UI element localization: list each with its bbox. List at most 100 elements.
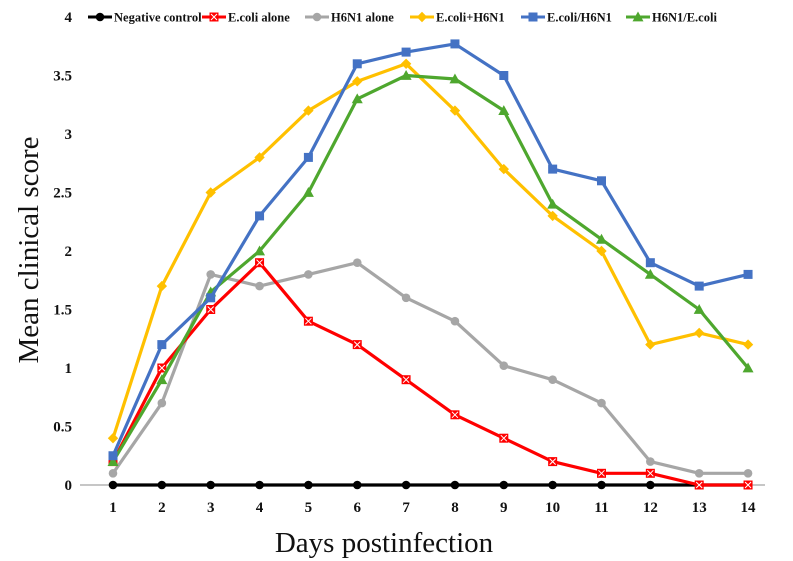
data-point bbox=[304, 270, 313, 279]
y-tick-label: 1.5 bbox=[53, 303, 72, 319]
marker-cross bbox=[305, 317, 312, 325]
data-point bbox=[400, 58, 412, 69]
data-point bbox=[206, 293, 216, 303]
y-tick-label: 3 bbox=[65, 127, 73, 143]
data-point bbox=[548, 480, 557, 490]
data-point bbox=[157, 340, 167, 350]
data-point bbox=[108, 469, 118, 478]
marker-cross bbox=[451, 411, 459, 419]
data-point bbox=[206, 270, 215, 279]
data-point bbox=[499, 480, 509, 490]
x-tick-label: 12 bbox=[643, 500, 658, 516]
data-point bbox=[352, 76, 363, 87]
marker-cross bbox=[500, 434, 508, 442]
legend-swatch-marker bbox=[312, 12, 322, 22]
data-point bbox=[401, 47, 411, 57]
data-point bbox=[304, 480, 313, 490]
data-point bbox=[108, 480, 118, 490]
data-point bbox=[254, 152, 265, 163]
legend: Negative control E.coli alone H6N1 alone E.… bbox=[88, 11, 717, 25]
series-h6n1-alone bbox=[108, 258, 753, 478]
data-point bbox=[206, 480, 215, 490]
legend-swatch-marker bbox=[528, 12, 538, 22]
data-point bbox=[694, 327, 705, 339]
legend-swatch-marker bbox=[416, 11, 428, 23]
x-tick-label: 9 bbox=[500, 500, 508, 516]
x-axis-title: Days postinfection bbox=[275, 527, 494, 559]
data-point bbox=[351, 93, 363, 104]
data-point bbox=[401, 480, 411, 490]
marker-cross bbox=[549, 458, 557, 465]
data-point bbox=[107, 433, 119, 444]
x-tick-label: 14 bbox=[741, 500, 757, 516]
data-point bbox=[156, 280, 168, 292]
data-point bbox=[596, 245, 607, 257]
legend-item: E.coli+H6N1 bbox=[410, 11, 505, 25]
marker-cross bbox=[402, 376, 410, 384]
y-tick-label: 3.5 bbox=[53, 69, 72, 85]
y-axis-title: Mean clinical score bbox=[13, 136, 45, 363]
legend-item: E.coli alone bbox=[202, 11, 290, 25]
marker-cross bbox=[210, 13, 218, 21]
data-point bbox=[352, 480, 362, 490]
marker-cross bbox=[695, 481, 703, 489]
data-point bbox=[205, 187, 216, 198]
legend-label: E.coli alone bbox=[228, 11, 290, 25]
data-point bbox=[108, 451, 118, 461]
legend-label: Negative control bbox=[114, 11, 202, 25]
legend-swatch-marker bbox=[632, 11, 644, 22]
marker-cross bbox=[598, 469, 605, 477]
series-e-coli-h6n1 bbox=[108, 39, 753, 461]
x-tick-label: 3 bbox=[207, 500, 215, 516]
data-point bbox=[401, 293, 411, 303]
legend-label: E.coli+H6N1 bbox=[436, 11, 505, 25]
data-point bbox=[400, 70, 412, 80]
data-point bbox=[498, 105, 510, 115]
x-tick-label: 2 bbox=[158, 500, 166, 516]
marker-cross bbox=[744, 481, 752, 489]
data-point bbox=[255, 211, 265, 221]
data-point bbox=[743, 469, 753, 478]
data-point bbox=[742, 339, 754, 350]
data-point bbox=[157, 480, 167, 490]
data-point bbox=[450, 480, 460, 490]
data-point bbox=[499, 361, 509, 370]
marker-cross bbox=[207, 306, 215, 313]
x-tick-label: 5 bbox=[305, 500, 313, 516]
data-point bbox=[694, 281, 704, 291]
data-point bbox=[255, 281, 264, 291]
data-point bbox=[107, 456, 119, 466]
legend-label: H6N1 alone bbox=[331, 11, 394, 25]
data-point bbox=[156, 374, 168, 385]
data-point bbox=[157, 398, 167, 408]
series-line bbox=[111, 62, 749, 439]
data-point bbox=[352, 59, 362, 69]
x-tick-label: 8 bbox=[451, 500, 459, 516]
data-point bbox=[743, 269, 753, 279]
x-tick-label: 7 bbox=[402, 500, 410, 516]
data-point bbox=[597, 398, 606, 408]
series-e-coli-h6n1 bbox=[107, 58, 754, 444]
series-h6n1-e-coli bbox=[107, 70, 754, 466]
data-point bbox=[352, 258, 362, 268]
data-point bbox=[694, 469, 704, 478]
legend-item: H6N1/E.coli bbox=[626, 11, 717, 25]
data-point bbox=[644, 268, 656, 279]
legend-label: H6N1/E.coli bbox=[652, 11, 717, 25]
marker-cross bbox=[353, 341, 361, 348]
x-tick-label: 4 bbox=[256, 500, 264, 516]
data-point bbox=[646, 457, 655, 466]
series-line bbox=[111, 261, 749, 487]
legend-item: E.coli/H6N1 bbox=[521, 11, 612, 25]
series-negative-control bbox=[108, 480, 753, 490]
y-tick-label: 4 bbox=[65, 10, 73, 26]
y-tick-label: 2.5 bbox=[53, 186, 72, 202]
data-point bbox=[255, 480, 264, 490]
x-tick-label: 11 bbox=[594, 500, 608, 516]
y-tick-label: 2 bbox=[65, 244, 73, 260]
x-tick-label: 13 bbox=[692, 500, 707, 516]
marker-cross bbox=[158, 364, 166, 372]
data-point bbox=[548, 375, 557, 385]
data-point bbox=[597, 480, 606, 490]
